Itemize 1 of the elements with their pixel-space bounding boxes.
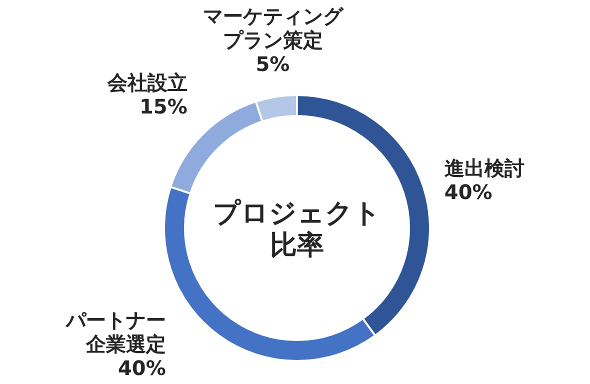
title: プロジェクト比率: [213, 198, 381, 261]
